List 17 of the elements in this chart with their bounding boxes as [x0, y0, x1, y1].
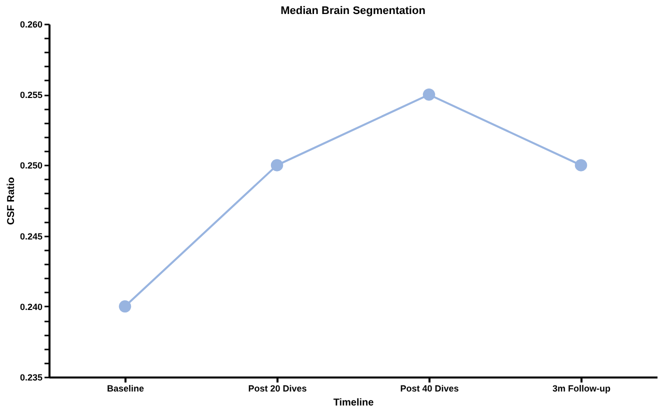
x-tick-label: Post 20 Dives: [248, 384, 307, 394]
point: [270, 159, 284, 172]
x-axis-title: Timeline: [333, 398, 374, 408]
point: [118, 300, 132, 313]
x-tick-label: Post 40 Dives: [400, 384, 459, 394]
chart-title: Median Brain Segmentation: [280, 5, 426, 17]
text: 0.235: [20, 372, 42, 382]
point: [574, 159, 588, 172]
y-tick-label: 0.240: [20, 302, 42, 312]
y-tick-label: 0.250: [20, 160, 42, 171]
y-axis-title: CSF Ratio: [6, 177, 17, 225]
x-tick-label: Baseline: [106, 384, 144, 394]
y-tick-label: 0.255: [20, 90, 42, 100]
y-tick-label: 0.245: [20, 231, 42, 242]
point: [422, 88, 436, 101]
x-tick-label: 3m Follow-up: [552, 384, 611, 394]
y-tick-label: 0.260: [20, 20, 42, 30]
